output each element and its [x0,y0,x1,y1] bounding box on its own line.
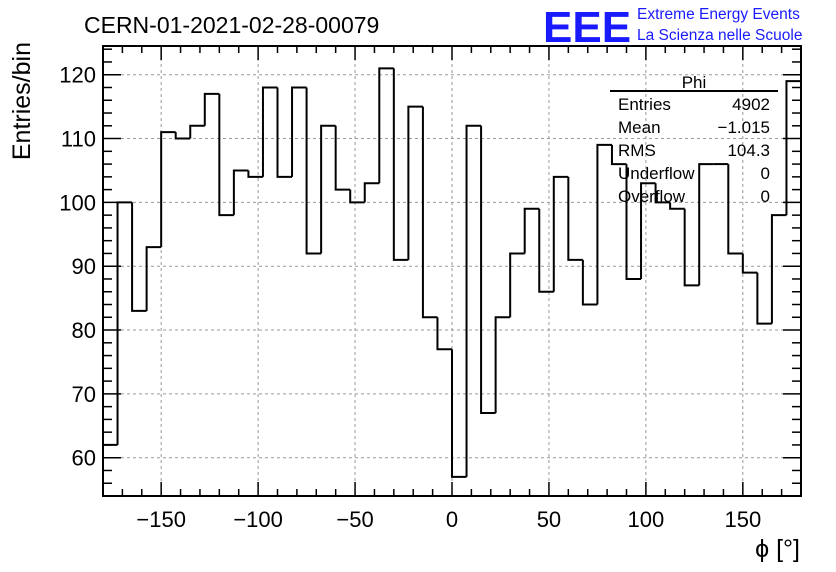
stats-value-rms: 104.3 [727,141,770,160]
histogram-bin-3 [145,246,162,311]
y-tick-label-4: 100 [59,190,96,215]
stats-value-underflow: 0 [761,164,770,183]
x-tick-label-4: 50 [537,507,561,532]
histogram-series [102,67,801,496]
histogram-bin-29 [523,207,540,254]
histogram-bin-2 [131,202,147,312]
histogram-bin-45 [756,272,772,325]
stats-label-rms: RMS [618,141,656,160]
eee-logo-line1: Extreme Energy Events [637,6,800,23]
y-tick-label-5: 110 [61,127,96,152]
histogram-bin-12 [276,87,293,178]
histogram-bin-30 [538,208,554,293]
histogram-bin-40 [683,208,700,287]
histogram-bin-8 [218,93,234,217]
histogram-bin-17 [349,189,365,204]
chart-title: CERN-01-2021-02-28-00079 [84,12,379,38]
histogram-bin-21 [407,105,423,260]
x-tick-label-6: 150 [724,507,761,532]
y-tick-label-3: 90 [72,254,96,279]
histogram-bin-13 [291,86,307,177]
y-axis-label: Entries/bin [8,42,36,160]
histogram-bin-11 [261,86,278,177]
histogram-bin-37 [640,182,656,279]
histogram-bin-27 [494,316,511,414]
histogram-bin-16 [334,125,351,191]
x-tick-label-0: −150 [136,507,186,532]
histogram-bin-46 [770,214,787,324]
histogram-bin-38 [654,183,671,204]
histogram-bin-15 [320,124,336,254]
histogram-bin-9 [232,169,249,216]
histogram-bin-22 [421,106,438,319]
x-tick-label-5: 100 [628,507,665,532]
histogram-bin-33 [581,259,598,306]
histogram-bin-23 [436,317,452,351]
histogram-bin-18 [363,182,380,203]
stats-value-mean: −1.015 [718,118,770,137]
histogram-bin-41 [698,163,714,286]
histogram-bin-35 [610,144,627,166]
stats-value-entries: 4902 [732,95,770,114]
histogram-bin-47 [785,80,801,216]
y-tick-label-6: 120 [59,63,96,88]
histogram-bin-10 [247,170,263,178]
histogram-bin-36 [625,164,642,280]
eee-logo-line2: La Scienza nelle Scuole [637,27,802,44]
histogram-bin-7 [203,92,220,126]
eee-logo-mark: EEE [543,3,631,52]
histogram-bin-1 [116,201,133,445]
histogram-bin-20 [392,68,409,261]
histogram-bin-19 [378,67,394,184]
histogram-bin-14 [305,87,322,255]
y-tick-label-1: 70 [72,382,96,407]
histogram-bin-44 [741,253,758,274]
eee-logo: EEE Extreme Energy Events La Scienza nel… [543,3,802,52]
stats-value-overflow: 0 [761,187,770,206]
histogram-bin-6 [189,124,205,139]
histogram-bin-31 [552,175,569,292]
histogram-bin-25 [465,124,482,477]
histogram-bin-26 [480,125,496,415]
histogram-bin-5 [174,132,191,140]
histogram-bin-34 [596,143,612,305]
histogram-bin-39 [669,202,685,210]
stats-label-underflow: Underflow [618,164,695,183]
stats-box-title: Phi [682,73,707,92]
stats-label-entries: Entries [618,95,671,114]
stats-label-overflow: Overflow [618,187,686,206]
tick-labels: −150 −100 −50 0 50 100 150 60 70 80 90 100 110 120 [59,63,761,532]
histogram-bin-32 [567,176,583,261]
histogram-bin-43 [727,164,743,255]
x-tick-label-1: −100 [233,507,283,532]
y-tick-label-2: 80 [72,318,96,343]
histogram-bin-24 [451,349,467,478]
x-tick-label-2: −50 [336,507,373,532]
stats-label-mean: Mean [618,118,661,137]
histogram-bin-4 [160,131,176,248]
y-tick-label-0: 60 [72,446,96,471]
histogram-bin-28 [509,252,525,318]
stats-box: Phi Entries 4902 Mean −1.015 RMS 104.3 U… [610,73,778,206]
axes [102,45,802,497]
x-axis-label: ϕ [°] [755,535,800,563]
x-tick-label-3: 0 [446,507,458,532]
